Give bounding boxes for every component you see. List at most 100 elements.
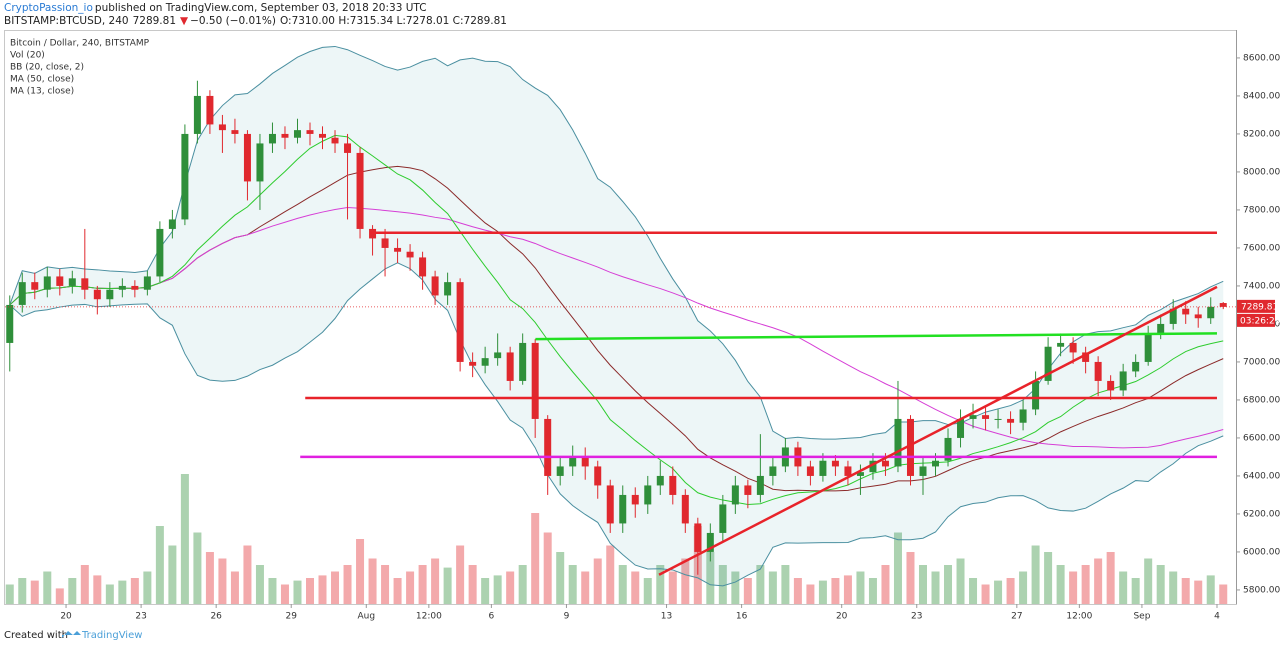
volume-bar	[581, 571, 590, 604]
candle-body	[106, 289, 114, 300]
volume-bar	[255, 565, 264, 604]
arrow: ▼	[180, 15, 189, 27]
x-tick-label: Aug	[358, 612, 376, 622]
volume-bar	[1044, 552, 1053, 604]
candle-body	[1132, 361, 1140, 372]
candle-body	[544, 418, 552, 476]
last-price-label: 7289.81	[1241, 302, 1278, 312]
symbol: BITSTAMP:BTCUSD, 240	[4, 15, 129, 27]
change: −0.50 (−0.01%)	[190, 15, 276, 27]
countdown-label: 03:26:29	[1240, 316, 1280, 326]
x-tick-label: 16	[736, 612, 748, 622]
y-tick-label: 7000.00	[1243, 357, 1280, 367]
volume-bar	[768, 571, 777, 604]
volume-bar	[893, 532, 902, 604]
volume-bar	[543, 532, 552, 604]
candle-body	[919, 466, 927, 476]
candle-body	[844, 466, 852, 476]
candle-body	[531, 342, 539, 419]
candle-body	[469, 361, 477, 366]
candle-body	[256, 143, 264, 182]
x-tick-label: 20	[836, 612, 848, 622]
candle-body	[594, 466, 602, 486]
volume-bar	[5, 584, 14, 604]
volume-bar	[443, 567, 452, 604]
volume-bar	[155, 526, 164, 604]
footer-brand[interactable]: TradingView	[81, 630, 142, 641]
candle-body	[406, 251, 414, 258]
candle-body	[1082, 352, 1090, 362]
candle-body	[31, 282, 39, 290]
volume-bar	[268, 578, 277, 604]
candle-body	[706, 532, 714, 552]
volume-bar	[568, 565, 577, 604]
footer-created: Created with	[4, 630, 68, 641]
candle-body	[894, 418, 902, 467]
volume-bar	[1031, 545, 1040, 604]
volume-bar	[393, 578, 402, 604]
candle-body	[869, 460, 877, 473]
candle-body	[994, 418, 1002, 420]
volume-bar	[318, 575, 327, 604]
tv-logo	[62, 631, 81, 638]
x-tick-label: 4	[1214, 612, 1220, 622]
volume-bar	[618, 565, 627, 604]
y-tick-label: 7800.00	[1243, 205, 1280, 215]
candle-body	[881, 460, 889, 467]
y-tick-label: 8200.00	[1243, 129, 1280, 139]
volume-bar	[93, 575, 102, 604]
candle-body	[656, 475, 664, 486]
candle-body	[431, 276, 439, 296]
x-tick-label: 29	[286, 612, 298, 622]
candle-body	[756, 475, 764, 495]
candle-body	[1207, 306, 1215, 319]
volume-bar	[718, 565, 727, 604]
volume-bar	[1169, 571, 1178, 604]
candle-body	[569, 456, 577, 467]
volume-bar	[1006, 578, 1015, 604]
volume-bar	[1219, 584, 1228, 604]
candle-body	[719, 504, 727, 533]
volume-bar	[1019, 571, 1028, 604]
volume-bar	[881, 565, 890, 604]
candle-body	[1119, 371, 1127, 391]
candle-body	[231, 130, 239, 134]
legend-entry: MA (50, close)	[10, 75, 74, 85]
candle-body	[68, 278, 76, 286]
candle-body	[1069, 342, 1077, 353]
volume-bar	[818, 580, 827, 604]
volume-bar	[668, 571, 677, 604]
candle-body	[1057, 342, 1065, 347]
candle-body	[131, 285, 139, 290]
volume-bar	[1131, 578, 1140, 604]
candle-body	[831, 460, 839, 467]
volume-bar	[756, 565, 765, 604]
author[interactable]: CryptoPassion_io	[4, 2, 93, 14]
volume-bar	[643, 578, 652, 604]
candle-body	[1144, 333, 1152, 362]
volume-bar	[856, 571, 865, 604]
y-tick-label: 7400.00	[1243, 281, 1280, 291]
volume-bar	[1056, 565, 1065, 604]
candle-body	[581, 456, 589, 467]
candle-body	[218, 124, 226, 131]
candle-body	[856, 472, 864, 476]
bb-lower	[9, 262, 1224, 587]
volume-bar	[493, 575, 502, 604]
ohlc: O:7310.00 H:7315.34 L:7278.01 C:7289.81	[279, 15, 507, 27]
volume-bar	[606, 545, 615, 604]
volume-bar	[1156, 565, 1165, 604]
volume-bar	[168, 545, 177, 604]
x-tick-label: Sep	[1133, 612, 1150, 622]
volume-bar	[969, 578, 978, 604]
x-tick-label: 13	[661, 612, 672, 622]
candle-body	[394, 247, 402, 252]
volume-bar	[731, 571, 740, 604]
volume-bar	[243, 545, 252, 604]
candle-body	[819, 460, 827, 476]
legend-entry: BB (20, close, 2)	[10, 63, 84, 73]
candle-body	[419, 257, 427, 277]
x-tick-label: 12:00	[416, 612, 442, 622]
volume-bar	[931, 571, 940, 604]
bb-fill	[9, 46, 1224, 586]
